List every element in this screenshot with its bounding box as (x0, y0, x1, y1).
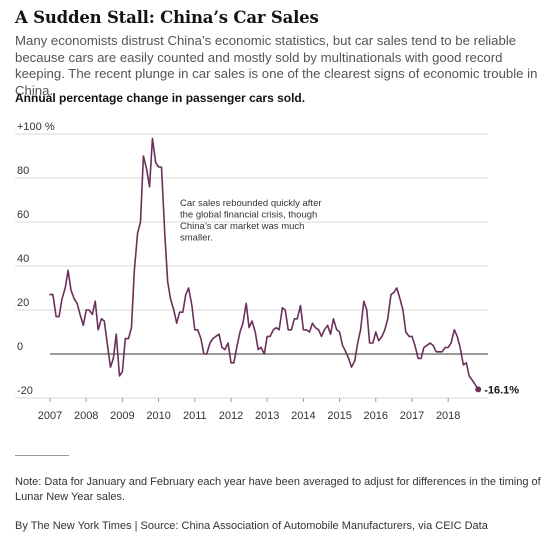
annotation-line: smaller. (180, 233, 213, 244)
gridlines (15, 133, 488, 399)
end-value-label: -16.1% (484, 384, 519, 396)
tick-labels: -20 0 20 40 60 80 +100 % 2007 2008 2009 2010 2011 20… (17, 121, 460, 422)
x-tick-label: 2012 (219, 410, 243, 422)
series-layer: -16.1% (49, 137, 519, 396)
x-tick-label: 2009 (110, 410, 134, 422)
y-tick-label: 60 (17, 209, 29, 221)
line-chart: -20 0 20 40 60 80 +100 % 2007 2008 2009 2010 2011 20… (15, 121, 519, 422)
chart-subtitle: Many economists distrust China’s economi… (15, 33, 538, 98)
footer-note: Note: Data for January and February each… (15, 476, 541, 503)
annotation-line: Car sales rebounded quickly after (180, 198, 322, 209)
x-tick-label: 2007 (38, 410, 62, 422)
x-tick-label: 2010 (146, 410, 170, 422)
y-tick-label: 20 (17, 297, 29, 309)
chart-title: A Sudden Stall: China’s Car Sales (15, 8, 319, 27)
y-tick-label: 0 (17, 341, 23, 353)
x-tick-label: 2011 (183, 410, 207, 422)
x-tick-label: 2013 (255, 410, 279, 422)
y-tick-label: +100 % (17, 121, 55, 133)
x-tick-label: 2015 (327, 410, 351, 422)
x-tick-label: 2014 (291, 410, 315, 422)
series-line (49, 137, 480, 391)
footer-credit: By The New York Times | Source: China As… (15, 520, 488, 532)
end-point-marker (475, 386, 482, 393)
footer-divider (15, 455, 69, 456)
x-tick-label: 2018 (436, 410, 460, 422)
x-tick-label: 2016 (364, 410, 388, 422)
x-tick-label: 2017 (400, 410, 424, 422)
y-tick-label: -20 (17, 385, 33, 397)
annotation-line: the global financial crisis, though (180, 210, 317, 221)
x-tick-label: 2008 (74, 410, 98, 422)
y-tick-label: 80 (17, 165, 29, 177)
chart-label: Annual percentage change in passenger ca… (15, 91, 306, 105)
y-tick-label: 40 (17, 253, 29, 265)
annotation-line: China’s car market was much (180, 221, 304, 232)
